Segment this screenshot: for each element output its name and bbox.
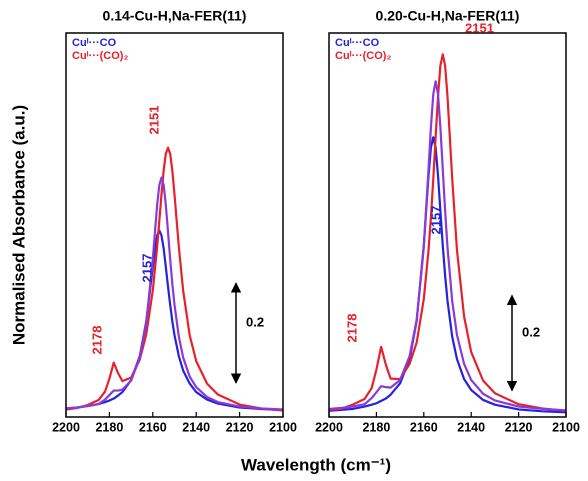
x-tick-label: 2180 [362,420,390,434]
legend-entry: Cuᴵ···(CO)₂ [335,50,391,62]
peak-label: 2157 [139,254,154,283]
x-tick-label: 2120 [505,420,533,434]
scale-bar-label: 0.2 [522,324,540,339]
scale-bar-label: 0.2 [246,314,264,329]
data-line [328,80,567,412]
x-tick-label: 2140 [182,420,210,434]
x-tick-label: 2100 [269,420,297,434]
panel-title: 0.14-Cu-H,Na-FER(11) [103,8,247,24]
x-tick-label: 2200 [52,420,80,434]
x-tick-label: 2160 [410,420,438,434]
peak-label: 2151 [465,20,494,35]
peak-label: 2151 [146,106,161,135]
plot-frame [328,32,567,418]
x-tick-label: 2200 [315,420,343,434]
legend-entry: Cuᴵ···CO [72,37,117,49]
data-line [65,146,284,412]
data-line [328,53,567,412]
x-tick-label: 2120 [226,420,254,434]
data-line [328,136,567,414]
panel-title: 0.20-Cu-H,Na-FER(11) [376,8,520,24]
peak-label: 2178 [89,326,104,355]
peak-label: 2178 [344,314,359,343]
legend-entry: Cuᴵ···CO [335,37,380,49]
legend-entry: Cuᴵ···(CO)₂ [72,50,128,62]
x-tick-label: 2180 [95,420,123,434]
x-axis-label: Wavelength (cm⁻¹) [241,455,391,474]
x-tick-label: 2100 [552,420,580,434]
data-line [65,229,284,412]
y-axis-label: Normalised Absorbance (a.u.) [9,105,28,345]
peak-label: 2157 [428,206,443,235]
data-line [65,176,284,411]
x-tick-label: 2140 [457,420,485,434]
x-tick-label: 2160 [139,420,167,434]
plot-frame [65,32,284,418]
